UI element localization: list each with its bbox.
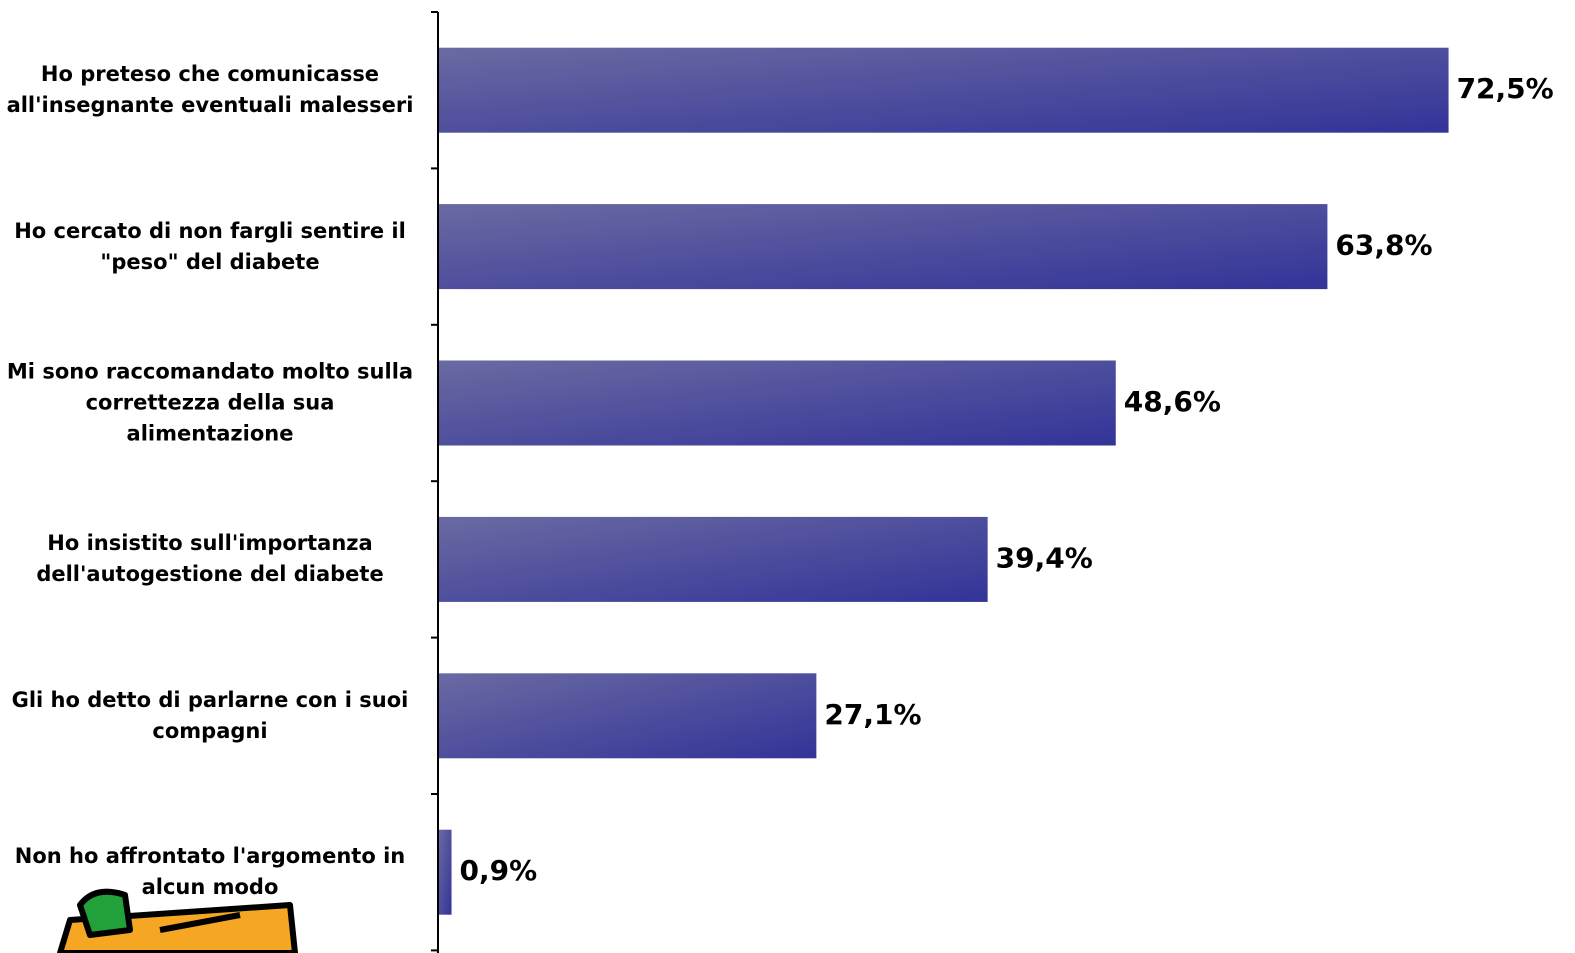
- value-label: 72,5%: [1457, 72, 1554, 105]
- value-label: 39,4%: [996, 541, 1093, 574]
- clip-art: [57, 888, 298, 953]
- category-label: Non ho affrontato l'argomento in alcun m…: [14, 844, 406, 900]
- value-label: 0,9%: [460, 854, 538, 887]
- bar: [439, 829, 452, 915]
- value-label: 27,1%: [824, 698, 921, 731]
- bar: [439, 516, 988, 602]
- bar: [439, 47, 1449, 133]
- category-label: Gli ho detto di parlarne con i suoi comp…: [11, 687, 409, 743]
- bar: [439, 204, 1328, 290]
- category-label: Ho cercato di non fargli sentire il "pes…: [14, 218, 406, 274]
- value-label: 63,8%: [1335, 229, 1432, 262]
- bar: [439, 360, 1116, 446]
- category-label: Ho insistito sull'importanza dell'autoge…: [36, 531, 384, 587]
- value-label: 48,6%: [1124, 385, 1221, 418]
- bar: [439, 673, 817, 759]
- category-label: Mi sono raccomandato molto sulla corrett…: [6, 359, 414, 446]
- category-label: Ho preteso che comunicasse all'insegnant…: [6, 62, 414, 118]
